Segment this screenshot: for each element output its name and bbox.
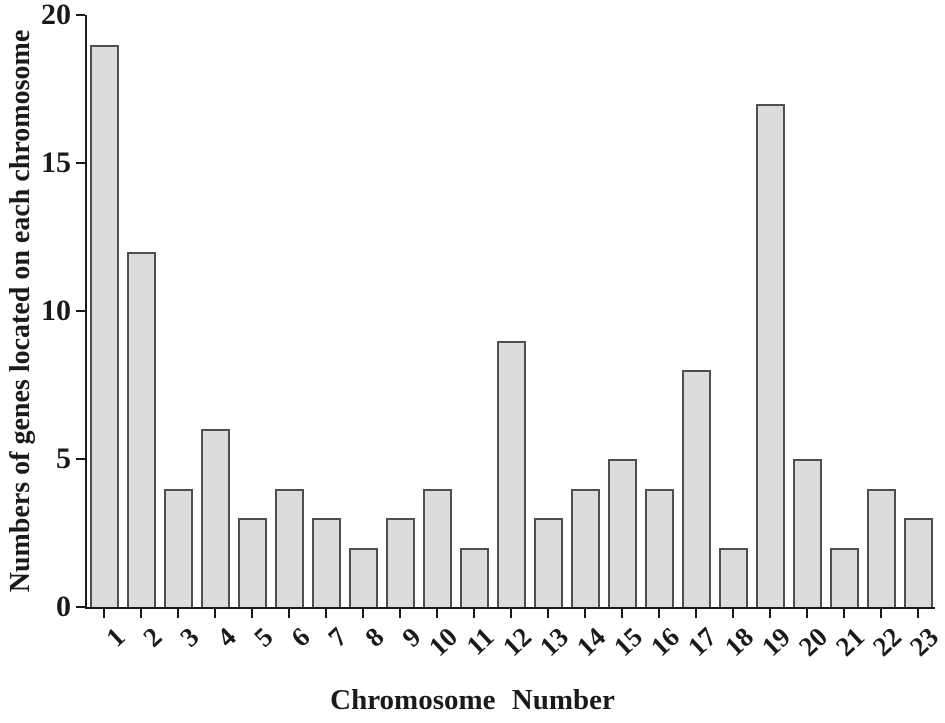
x-tick-label: 8 (358, 621, 390, 653)
x-tick-label: 11 (460, 621, 501, 661)
x-tick-label: 15 (607, 621, 649, 662)
x-tick (251, 609, 253, 618)
bar-chr-16 (644, 489, 674, 607)
x-tick (473, 609, 475, 618)
x-tick-label: 20 (792, 621, 834, 662)
y-tick (76, 162, 85, 164)
y-tick (76, 14, 85, 16)
x-tick (695, 609, 697, 618)
x-tick-label: 1 (99, 621, 131, 653)
x-tick (325, 609, 327, 618)
y-tick (76, 310, 85, 312)
bar-chr-18 (718, 548, 748, 607)
x-tick (140, 609, 142, 618)
x-tick-label: 10 (422, 621, 464, 662)
bar-chr-8 (348, 548, 378, 607)
x-tick-label: 12 (496, 621, 538, 662)
x-tick (547, 609, 549, 618)
x-tick (510, 609, 512, 618)
bar-chr-5 (237, 518, 267, 607)
y-tick-label: 5 (56, 442, 71, 475)
x-tick-label: 13 (533, 621, 575, 662)
y-tick-label: 20 (41, 0, 71, 31)
x-tick (843, 609, 845, 618)
x-tick (436, 609, 438, 618)
y-tick-label: 0 (56, 590, 71, 623)
x-tick-label: 3 (173, 621, 205, 653)
x-tick-label: 9 (395, 621, 427, 653)
bar-chr-21 (829, 548, 859, 607)
x-tick (362, 609, 364, 618)
x-tick (584, 609, 586, 618)
bar-chr-4 (200, 429, 230, 607)
bar-chr-3 (163, 489, 193, 607)
x-tick (621, 609, 623, 618)
x-tick (917, 609, 919, 618)
x-tick (288, 609, 290, 618)
bar-chr-9 (385, 518, 415, 607)
x-tick (880, 609, 882, 618)
x-tick (658, 609, 660, 618)
y-tick-label: 10 (41, 294, 71, 327)
bar-chr-15 (607, 459, 637, 607)
x-axis-title: Chromosome Number (330, 684, 615, 716)
x-tick-label: 22 (866, 621, 908, 662)
x-tick (103, 609, 105, 618)
bar-chr-19 (755, 104, 785, 607)
x-tick (399, 609, 401, 618)
x-tick (769, 609, 771, 618)
y-tick (76, 606, 85, 608)
x-tick-label: 23 (903, 621, 945, 662)
bar-chr-10 (422, 489, 452, 607)
bar-chr-1 (89, 45, 119, 607)
bar-chr-12 (496, 341, 526, 607)
x-tick-label: 18 (718, 621, 760, 662)
x-tick (177, 609, 179, 618)
x-tick-label: 14 (570, 621, 612, 662)
x-tick-label: 7 (321, 621, 353, 653)
bar-chr-11 (459, 548, 489, 607)
x-tick-label: 17 (681, 621, 723, 662)
x-tick (732, 609, 734, 618)
plot-area: 0 5 10 15 20 1 2 3 4 5 6 7 8 9 10 11 12 13 14 15 16 17 18 19 20 2… (41, 0, 944, 662)
bar-chr-17 (681, 370, 711, 607)
bar-chr-20 (792, 459, 822, 607)
x-tick-label: 21 (829, 621, 871, 662)
bar-chr-14 (570, 489, 600, 607)
x-tick-label: 4 (210, 621, 242, 653)
x-tick (214, 609, 216, 618)
x-tick (806, 609, 808, 618)
x-tick-label: 5 (247, 621, 279, 653)
x-tick-label: 2 (136, 621, 168, 653)
x-tick-label: 16 (644, 621, 686, 662)
y-tick-label: 15 (41, 146, 71, 179)
bar-chr-6 (274, 489, 304, 607)
bar-chr-7 (311, 518, 341, 607)
bar-chr-22 (866, 489, 896, 607)
x-tick-label: 19 (755, 621, 797, 662)
bar-chr-2 (126, 252, 156, 607)
x-tick-label: 6 (284, 621, 316, 653)
bar-chr-13 (533, 518, 563, 607)
y-tick (76, 458, 85, 460)
bar-chr-23 (903, 518, 933, 607)
